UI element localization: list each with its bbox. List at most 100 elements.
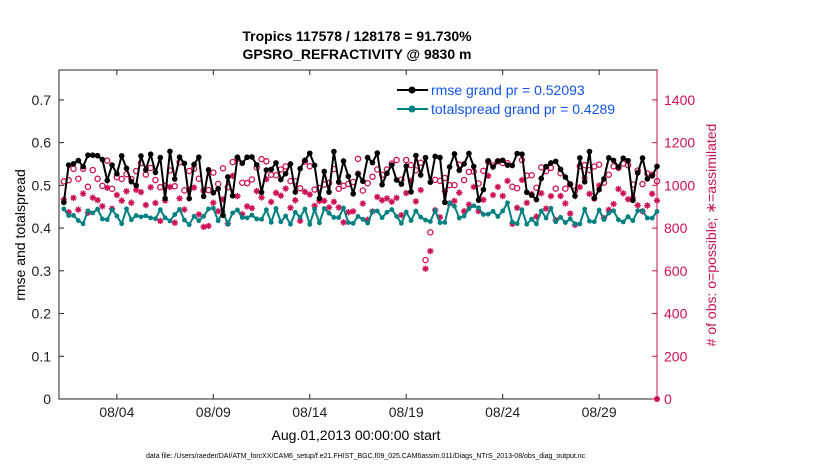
- possible-point: [152, 176, 159, 184]
- totalspread-point: [519, 207, 525, 213]
- totalspread-point: [514, 221, 520, 227]
- rmse-point: [490, 164, 496, 170]
- totalspread-point: [591, 219, 597, 225]
- possible-point: [147, 164, 154, 172]
- x-tick-label: 08/29: [582, 404, 617, 420]
- assimilated-point: [504, 177, 511, 185]
- totalspread-point: [524, 221, 530, 227]
- rmse-point: [258, 189, 265, 196]
- rmse-point: [224, 174, 231, 180]
- possible-zero-point: [654, 396, 660, 402]
- totalspread-point: [601, 217, 607, 222]
- possible-point: [248, 176, 256, 183]
- rmse-point: [210, 190, 217, 196]
- totalspread-point: [640, 208, 645, 214]
- totalspread-point: [138, 214, 144, 220]
- totalspread-point: [365, 220, 371, 226]
- possible-point: [427, 229, 434, 236]
- rmse-point: [504, 162, 511, 168]
- possible-point: [595, 161, 603, 168]
- assimilated-point: [128, 199, 135, 206]
- rmse-point: [485, 157, 492, 164]
- rmse-point: [302, 157, 308, 164]
- totalspread-point: [495, 214, 501, 219]
- assimilated-point: [383, 195, 391, 202]
- totalspread-point: [577, 221, 583, 227]
- assimilated-point: [301, 188, 309, 196]
- totalspread-point: [239, 215, 245, 220]
- totalspread-point: [548, 205, 554, 211]
- rmse-point: [369, 159, 376, 166]
- rmse-point: [543, 163, 549, 170]
- rmse-point: [630, 197, 636, 204]
- ticks-layer: 0 0.1 0.2 0.3 0.4 0.5 0.6 0.7 0 200 400 600 800 1000 1…: [32, 70, 695, 420]
- assimilated-point: [475, 208, 482, 215]
- assimilated-point: [311, 202, 318, 210]
- rmse-point: [374, 150, 381, 156]
- assimilated-point: [132, 186, 140, 194]
- assimilated-point: [489, 191, 497, 199]
- assimilated-point: [412, 198, 420, 205]
- rmse-point: [123, 165, 130, 172]
- totalspread-point: [312, 206, 317, 212]
- assimilated-point: [166, 183, 174, 191]
- totalspread-point: [273, 206, 279, 211]
- rmse-point: [495, 158, 501, 164]
- totalspread-point: [355, 214, 361, 219]
- assimilated-point: [620, 190, 627, 197]
- possible-point: [108, 185, 116, 193]
- totalspread-point: [505, 200, 510, 206]
- totalspread-point: [374, 208, 380, 214]
- totalspread-point: [543, 215, 549, 221]
- y-tick-label-right: 0: [664, 391, 672, 407]
- totalspread-point: [399, 220, 404, 226]
- rmse-point: [143, 167, 149, 173]
- assimilated-point: [89, 194, 96, 201]
- possible-point: [513, 184, 521, 192]
- totalspread-point: [114, 213, 120, 219]
- chart-title-line-1: Tropics 117578 / 128178 = 91.730%: [242, 28, 472, 44]
- rmse-point: [196, 154, 202, 161]
- rmse-point: [499, 157, 506, 164]
- y-axis-label-right: # of obs: o=possible; ∗=assimilated: [703, 124, 719, 347]
- rmse-point: [577, 155, 583, 161]
- rmse-point: [649, 173, 655, 179]
- rmse-point: [562, 174, 569, 180]
- assimilated-point: [605, 206, 612, 213]
- rmse-point: [625, 157, 631, 164]
- totalspread-point: [259, 216, 264, 222]
- rmse-point: [350, 190, 356, 197]
- assimilated-point: [513, 204, 521, 211]
- totalspread-point: [66, 213, 72, 218]
- assimilated-point: [441, 188, 449, 195]
- totalspread-point: [500, 208, 506, 214]
- possible-point: [75, 175, 82, 182]
- assimilated-point: [104, 184, 111, 191]
- possible-point: [229, 158, 236, 166]
- rmse-point: [644, 176, 651, 182]
- totalspread-point: [85, 208, 91, 214]
- totalspread-line: [63, 200, 658, 228]
- assimilated-point: [176, 195, 183, 202]
- totalspread-point: [104, 217, 110, 223]
- assimilated-point: [113, 191, 121, 199]
- totalspread-point: [177, 207, 182, 212]
- rmse-point: [321, 168, 328, 175]
- totalspread-point: [649, 215, 655, 221]
- rmse-point: [239, 160, 246, 167]
- rmse-point: [152, 169, 159, 176]
- assimilated-series: [60, 170, 661, 272]
- totalspread-point: [288, 221, 293, 227]
- totalspread-point: [616, 217, 621, 223]
- rmse-point: [615, 164, 622, 170]
- possible-point: [605, 171, 613, 178]
- assimilated-point: [644, 202, 651, 209]
- rmse-point: [220, 212, 226, 219]
- possible-point: [528, 172, 535, 179]
- possible-point: [451, 181, 458, 189]
- rmse-point: [311, 162, 318, 169]
- assimilated-point: [321, 197, 328, 204]
- rmse-point: [586, 148, 593, 155]
- totalspread-point: [249, 212, 255, 218]
- assimilated-point: [142, 201, 150, 209]
